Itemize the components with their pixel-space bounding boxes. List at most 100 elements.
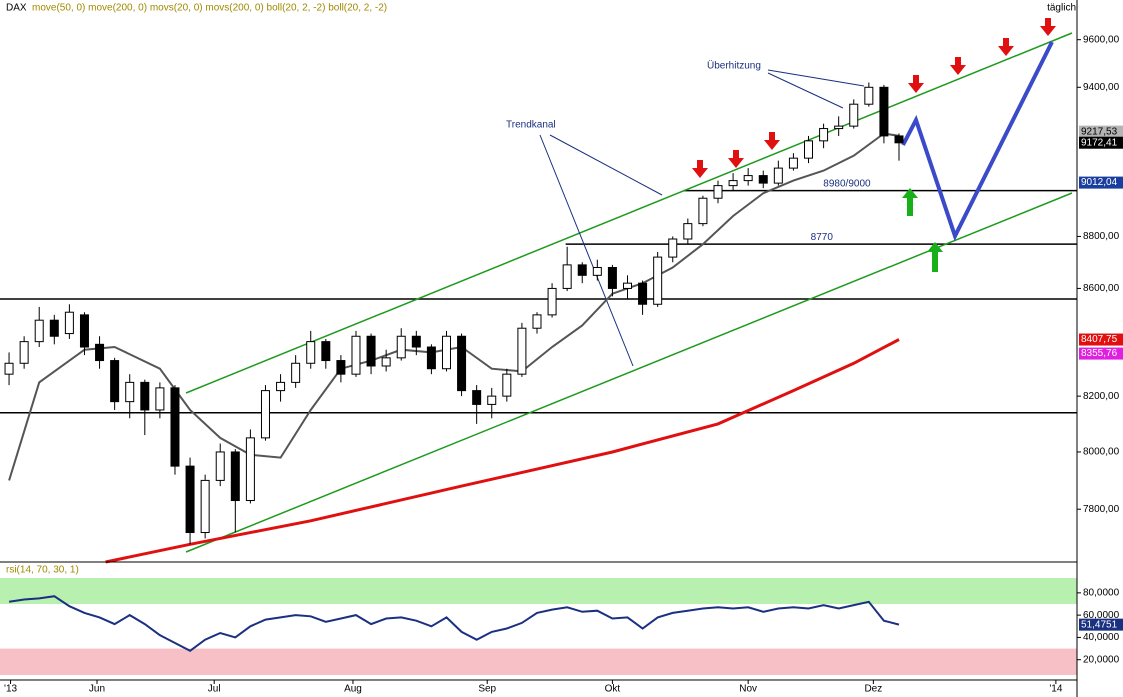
price-label: 8355,76 [1081,348,1118,359]
y-tick-label: 9600,00 [1083,34,1120,45]
candle-body [95,343,105,362]
candle-body [155,387,165,411]
candle-body [713,185,723,199]
price-label: 9012,04 [1081,177,1118,188]
candle-body [260,390,270,439]
annotation: Trendkanal [506,120,556,131]
price-label: 9217,53 [1081,126,1118,137]
overbought-zone [0,578,1077,604]
candle-body [79,314,89,348]
candle-body [396,335,406,359]
candle-body [532,314,542,329]
arrow-down [764,132,780,150]
x-tick-label: Aug [344,684,362,695]
candle-body [562,264,572,289]
line-series [8,132,900,481]
price-label: 8407,75 [1081,334,1118,345]
candle-body [351,335,361,375]
x-tick-label: Jul [208,684,221,695]
candle-body [426,346,436,370]
candle-body [728,180,738,187]
interval-label: täglich [1047,3,1076,14]
forecast-path [901,41,1054,242]
candle-body [125,381,135,403]
candle-body [773,167,783,184]
candle-body [758,175,768,184]
pointer [767,72,844,109]
candle-body [879,86,889,137]
candle-body [336,360,346,375]
last-value-label: 51,4751 [1081,619,1118,630]
candle-body [804,140,814,159]
candle-body [230,451,240,502]
arrow-down [950,57,966,75]
y-tick-label: 8200,00 [1083,391,1120,402]
x-tick-label: '14 [1049,684,1062,695]
candle-body [381,357,391,367]
candle-body [441,335,451,370]
candle-body [306,341,316,364]
candle-body [653,256,663,305]
underlay: 7800,00 8000,00 8200,00 8600,00 8800,00 9400,… [0,34,1120,695]
line-series [105,338,900,564]
candle-body [19,341,29,364]
candle-body [638,282,648,305]
green-arrows [902,188,943,272]
x-tick-label: Sep [478,684,496,695]
candle-body [110,360,120,403]
candle-body [517,327,527,375]
candle-body [849,103,859,127]
arrow-down [692,160,708,178]
line-series [8,595,900,652]
arrow-down [998,38,1014,56]
price-label-box [1079,347,1123,360]
arrow-up [927,242,943,272]
candle-body [291,362,301,383]
candle-body [592,266,602,276]
price-label-box [1079,136,1123,149]
pointer-lines [539,69,865,367]
chart-title: DAX [6,3,27,14]
y-tick-label: 40,0000 [1083,632,1120,643]
candle-body [200,479,210,534]
pointer [767,69,865,87]
candle-body [411,335,421,348]
candle-body [607,266,617,289]
arrow-up [902,188,918,216]
drawings [185,18,1073,553]
candle-body [215,451,225,481]
candle-body [547,287,557,316]
red-arrows [692,18,1056,178]
candle-body [472,390,482,405]
y-tick-label: 8600,00 [1083,283,1120,294]
candle-body [864,86,874,105]
candle-body [4,362,14,375]
x-tick-label: Jun [89,684,105,695]
price-label-box [1079,333,1123,346]
candle-body [502,373,512,397]
pointer [539,134,634,367]
candle-body [819,128,829,142]
x-tick-label: Dez [864,684,882,695]
price-label-box [1079,125,1123,138]
y-tick-label: 80,0000 [1083,587,1120,598]
candle-body [49,319,59,337]
candle-body [64,311,74,335]
y-tick-label: 8800,00 [1083,231,1120,242]
y-tick-label: 20,0000 [1083,654,1120,665]
candle-body [698,197,708,225]
candle-body [245,437,255,502]
arrow-down [728,150,744,168]
candle-body [34,319,44,343]
candle-body [577,264,587,276]
y-tick-label: 60,0000 [1083,610,1120,621]
annotation: Überhitzung [707,60,761,72]
candle-body [894,135,904,144]
candle-body [834,125,844,130]
candle-body [140,381,150,411]
level-label: 8980/9000 [823,178,871,189]
x-tick-label: Okt [605,684,621,695]
indicator-list: move(50, 0) move(200, 0) movs(20, 0) mov… [32,3,387,14]
candle-body [321,341,331,362]
